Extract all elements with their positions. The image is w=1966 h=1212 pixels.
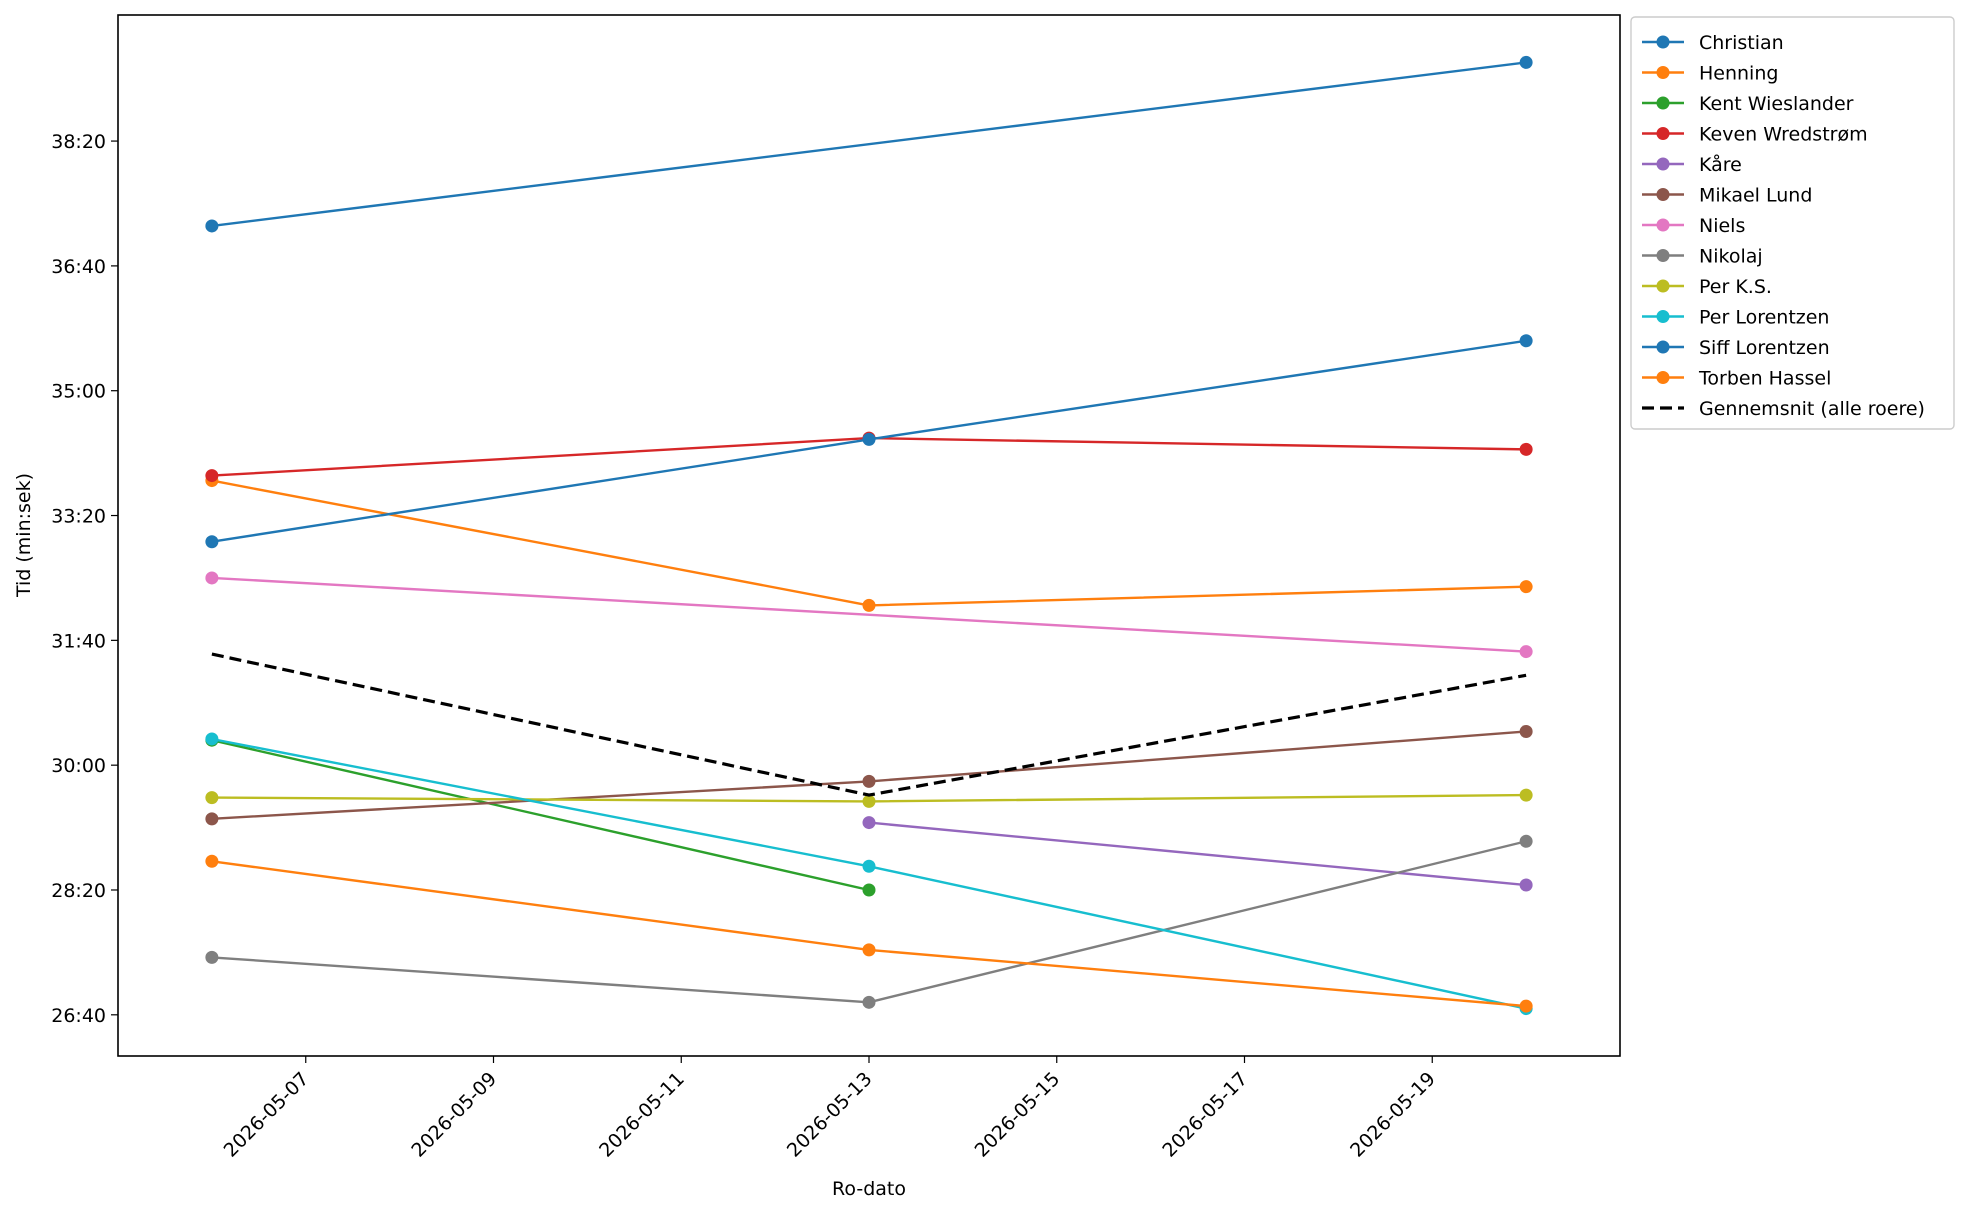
data-point <box>205 812 219 826</box>
data-point <box>205 732 219 746</box>
legend-entry-label: Kåre <box>1699 153 1742 176</box>
data-point <box>1519 724 1533 738</box>
data-point <box>862 859 876 873</box>
legend-box <box>1630 16 1955 430</box>
data-point <box>862 883 876 897</box>
series-nikolaj <box>205 834 1533 1009</box>
data-point <box>862 598 876 612</box>
data-point <box>862 432 876 446</box>
legend-swatch-marker <box>1656 127 1670 140</box>
y-tick-label: 28:20 <box>51 880 106 902</box>
data-point <box>1519 334 1533 348</box>
y-axis-label: Tid (min:sek) <box>13 473 35 598</box>
series-line <box>211 61 1527 228</box>
series-line <box>211 739 870 892</box>
data-point <box>862 816 876 830</box>
legend-entry-label: Henning <box>1699 63 1778 85</box>
data-point <box>205 571 219 585</box>
series-christian <box>205 55 1533 233</box>
series-line <box>211 652 1527 797</box>
legend-entry-label: Torben Hassel <box>1698 368 1831 390</box>
data-point <box>1519 834 1533 848</box>
legend-entry-label: Nikolaj <box>1699 246 1763 268</box>
legend-swatch-marker <box>1656 96 1670 110</box>
series-gennemsnit-alle-roere <box>211 652 1527 797</box>
legend-entry-label: Per K.S. <box>1699 276 1772 298</box>
data-point <box>205 469 219 483</box>
data-point <box>205 791 219 805</box>
data-point <box>862 995 876 1009</box>
data-point <box>1519 645 1533 659</box>
legend-swatch-marker <box>1656 371 1670 384</box>
data-point <box>205 535 219 549</box>
data-point <box>862 794 876 808</box>
series-line <box>868 821 1527 887</box>
y-tick-label: 36:40 <box>51 256 106 278</box>
series-niels <box>205 571 1533 659</box>
data-point <box>862 943 876 957</box>
y-axis: 26:40 28:20 30:00 31:40 33:20 35:00 36:40 38:20 <box>51 131 118 1027</box>
series-ka-re <box>862 816 1533 892</box>
series-siff-lorentzen <box>205 334 1533 549</box>
legend-swatch-marker <box>1656 340 1670 354</box>
data-point <box>205 950 219 964</box>
legend-entry-label: Niels <box>1699 215 1745 237</box>
data-point <box>862 774 876 788</box>
legend-swatch-marker <box>1656 157 1670 171</box>
data-point <box>205 854 219 868</box>
legend-swatch-marker <box>1656 310 1670 323</box>
data-point <box>1519 580 1533 594</box>
y-tick-label: 26:40 <box>51 1005 106 1027</box>
legend-swatch-marker <box>1656 249 1670 262</box>
legend-entry-label: Kent Wieslander <box>1699 93 1854 115</box>
data-point <box>1519 788 1533 802</box>
series-mikael-lund <box>205 724 1533 826</box>
legend-swatch-marker <box>1656 188 1670 201</box>
y-tick-label: 31:40 <box>51 630 106 652</box>
legend-swatch-marker <box>1656 35 1670 49</box>
data-point <box>1519 55 1533 69</box>
legend-entry-label: Christian <box>1699 32 1784 54</box>
series-per-k-s <box>205 788 1533 808</box>
data-point <box>1519 999 1533 1013</box>
legend-entry-label: Mikael Lund <box>1699 185 1812 207</box>
legend-entry-label: Per Lorentzen <box>1699 307 1829 329</box>
series-torben-hassel <box>205 854 1533 1013</box>
y-tick-label: 33:20 <box>51 506 106 528</box>
series-henning <box>205 474 1533 612</box>
legend-swatch-marker <box>1656 66 1670 79</box>
y-tick-label: 30:00 <box>51 755 106 777</box>
legend-entry-label: Siff Lorentzen <box>1699 337 1830 359</box>
series-line <box>211 576 1527 653</box>
data-point <box>1519 878 1533 892</box>
data-point <box>1519 442 1533 456</box>
data-point <box>205 219 219 233</box>
x-axis-label: Ro-dato <box>832 1178 906 1200</box>
series-layer <box>205 55 1533 1016</box>
y-tick-label: 35:00 <box>51 381 106 403</box>
legend: Christian Henning Kent Wieslander Keven Wre… <box>1630 16 1955 430</box>
legend-entry-label: Gennemsnit (alle roere) <box>1699 398 1925 420</box>
legend-entry-label: Keven Wredstrøm <box>1699 124 1868 146</box>
legend-swatch-marker <box>1656 218 1670 232</box>
legend-swatch-marker <box>1656 279 1670 293</box>
y-tick-label: 38:20 <box>51 131 106 153</box>
